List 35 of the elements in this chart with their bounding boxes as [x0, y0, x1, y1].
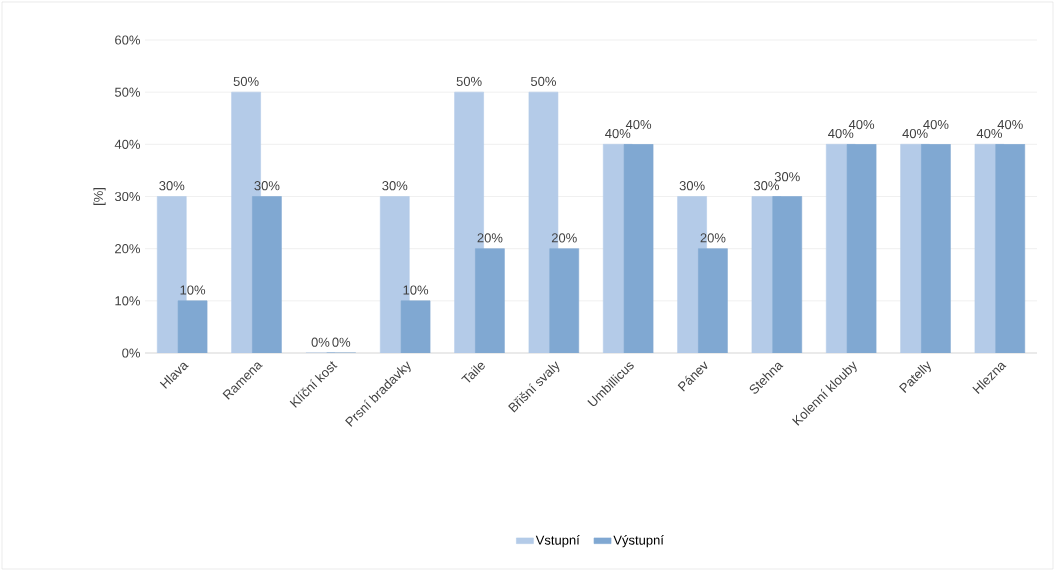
data-label: 30%: [774, 172, 800, 182]
y-tick-label: 50%: [114, 87, 140, 97]
data-label: 10%: [403, 285, 429, 295]
data-label: 20%: [477, 233, 503, 243]
data-label: 40%: [997, 119, 1023, 130]
data-label: 30%: [254, 181, 280, 191]
data-label: 40%: [923, 119, 949, 130]
legend-label: Výstupní: [613, 535, 664, 548]
data-label: 0%: [332, 337, 351, 347]
y-tick-label: 30%: [114, 191, 140, 202]
legend-label: Vstupní: [535, 535, 580, 548]
data-label: 40%: [828, 128, 854, 139]
data-label: 40%: [848, 119, 875, 130]
y-tick-label: 10%: [115, 296, 140, 306]
data-label: 40%: [902, 128, 928, 139]
data-label: 30%: [679, 181, 705, 191]
data-label: 40%: [976, 128, 1002, 139]
data-label: 50%: [456, 76, 482, 86]
y-tick-label: 40%: [114, 139, 140, 149]
y-tick-label: 20%: [115, 244, 140, 254]
x-tick-label: Taile: [461, 362, 485, 383]
data-label: 40%: [605, 128, 631, 139]
data-label: 30%: [382, 181, 408, 191]
data-label: 50%: [530, 76, 556, 86]
y-tick-label: 60%: [115, 35, 140, 45]
data-label: 20%: [551, 233, 577, 243]
y-axis-title: [%]: [93, 188, 106, 205]
data-label: 30%: [159, 181, 185, 191]
data-label: 40%: [625, 119, 652, 130]
y-tick-label: 0%: [122, 348, 140, 358]
data-label: 20%: [700, 233, 726, 243]
data-label: 30%: [753, 181, 779, 191]
data-label: 50%: [233, 76, 259, 86]
data-label: 10%: [180, 285, 206, 295]
data-label: 0%: [311, 337, 330, 347]
